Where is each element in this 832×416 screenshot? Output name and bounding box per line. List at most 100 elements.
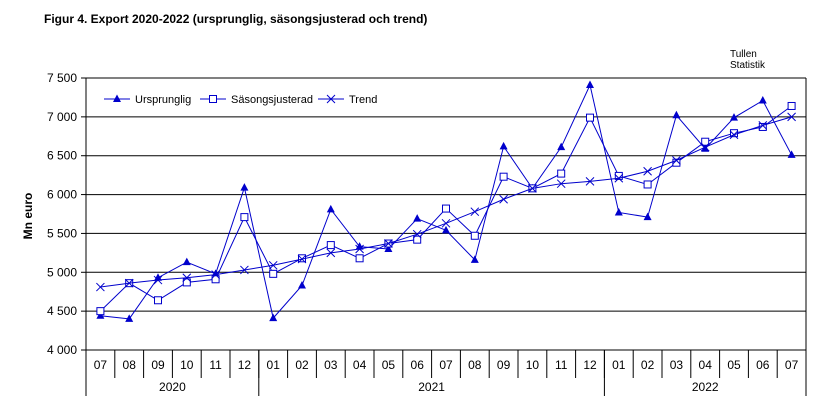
x-tick-label: 03 [324,358,338,372]
legend-marker-triangle [113,94,121,102]
data-point-square [413,235,422,244]
data-point-square [643,180,652,189]
x-marker-stroke [556,179,566,189]
x-marker-stroke [499,194,508,204]
data-point-square [614,171,623,180]
series-line-triangle [100,83,793,320]
data-point-square [211,275,220,284]
x-marker-stroke [441,218,451,228]
x-marker-stroke [672,156,681,165]
legend-label: Trend [349,94,377,106]
data-point-triangle [125,314,134,322]
x-marker-stroke [729,130,739,140]
year-label: 2022 [692,380,719,394]
data-point-square [96,307,105,316]
x-tick-label: 05 [727,358,741,372]
x-tick-label: 12 [238,358,252,372]
data-point-x [124,278,134,288]
data-point-square [355,254,364,263]
data-point-square [787,101,796,110]
data-point-x [729,130,739,140]
x-marker-stroke [153,275,163,285]
y-tick-label: 7 500 [47,71,77,85]
x-marker-stroke [240,265,249,275]
x-marker-stroke [326,248,336,258]
data-point-triangle [413,214,422,222]
y-tick-label: 5 500 [47,226,77,240]
x-tick-label: 05 [382,358,396,372]
data-point-x [700,142,710,152]
x-tick-label: 02 [641,358,655,372]
legend-marker-x [326,94,336,104]
x-tick-label: 02 [295,358,309,372]
x-marker-stroke [268,260,278,270]
x-tick-label: 08 [468,358,482,372]
x-tick-label: 07 [785,358,799,372]
data-point-triangle [672,110,681,119]
gridlines [86,77,806,351]
x-tick-label: 10 [526,358,540,372]
y-tick-label: 5 000 [47,265,77,279]
data-point-square [182,278,191,287]
x-tick-label: 04 [699,358,713,372]
data-point-triangle [384,244,393,252]
x-tick-label: 04 [353,358,367,372]
x-marker-stroke [96,282,105,292]
data-point-square [672,158,681,167]
data-point-triangle [240,183,249,191]
year-label: 2020 [159,380,186,394]
data-point-triangle [298,280,306,289]
data-point-triangle [355,242,364,250]
data-point-x [528,184,537,193]
chart-title: Figur 4. Export 2020-2022 (ursprunglig, … [44,12,427,26]
x-marker-stroke [528,184,537,193]
y-tick-label: 4 500 [47,304,77,318]
data-point-square [240,213,249,222]
legend-label: Säsongsjusterad [231,94,313,106]
x-tick-label: 01 [612,358,626,372]
year-label: 2021 [418,380,445,394]
data-point-triangle [730,113,738,121]
x-marker-stroke [326,94,336,104]
data-point-square [470,231,479,240]
x-marker-stroke [470,207,480,217]
axes: 4 000 4 500 5 000 5 500 6 000 6 500 7 000 7 500… [47,71,807,396]
x-tick-label: 03 [670,358,684,372]
data-point-x [268,260,278,270]
data-point-x [240,265,249,275]
data-point-square [326,241,335,250]
data-point-triangle [269,313,278,322]
x-tick-label: 08 [123,358,137,372]
data-point-x [787,112,796,122]
data-point-x [326,248,336,258]
x-tick-label: 11 [555,358,568,372]
data-point-x [758,121,768,130]
data-point-x [153,275,163,285]
data-point-triangle [154,273,162,281]
y-tick-label: 4 000 [47,343,77,357]
data-point-x [470,207,480,217]
data-point-x [182,273,192,283]
x-marker-stroke [384,239,393,248]
x-marker-stroke [412,229,422,239]
data-point-x [384,239,393,248]
data-point-triangle [643,212,652,221]
data-point-triangle [614,207,623,216]
legend-marker-square [209,95,217,103]
data-point-triangle [326,204,335,213]
data-point-x [499,194,508,204]
x-tick-label: 11 [209,358,222,372]
legend-label: Ursprunglig [135,94,191,106]
x-marker-stroke [643,166,652,176]
y-tick-label: 6 000 [47,188,77,202]
x-marker-stroke [614,173,624,183]
source-line-1: Tullen [730,49,757,60]
x-marker-stroke [787,112,796,122]
y-tick-label: 6 500 [47,149,77,163]
data-point-x [585,177,595,186]
x-tick-label: 06 [756,358,770,372]
x-tick-label: 12 [583,358,597,372]
data-point-square [701,137,710,146]
data-point-square [557,169,566,178]
